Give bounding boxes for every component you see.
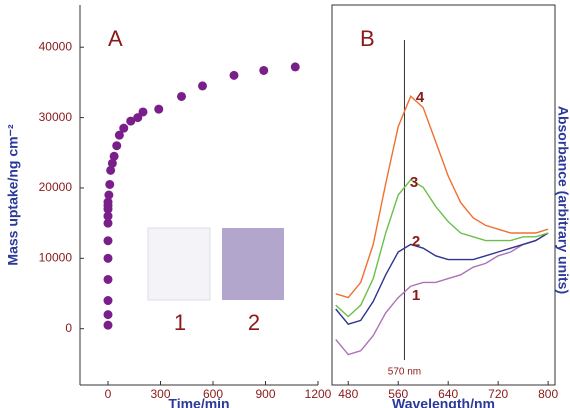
point [104,190,114,200]
x-tick-label: 640 [438,387,458,401]
point [103,211,113,221]
point [259,65,269,75]
point [119,123,129,133]
inset-label: 2 [248,310,260,335]
point [109,151,119,161]
x-tick-label: 1200 [305,387,332,401]
point [106,165,116,175]
inset-image [222,228,284,300]
series-label: 1 [412,287,420,304]
point [229,70,239,80]
point [103,296,113,306]
point [103,253,113,263]
x-tick-label: 480 [338,387,358,401]
point [112,141,122,151]
series-label: 2 [412,233,420,250]
series-line [335,95,549,299]
point [138,107,148,117]
point [177,91,186,101]
series-label: 4 [416,89,425,106]
x-tick-label: 560 [388,387,408,401]
series-line [335,178,549,318]
x-tick-label: 0 [105,387,112,401]
x-tick-label: 800 [538,387,558,401]
point [198,81,207,91]
y-tick-label: 20000 [39,180,73,194]
x-tick-label: 600 [203,387,223,401]
series-line [335,232,549,326]
point [126,116,136,126]
point [103,218,113,228]
y-tick-label: 40000 [39,39,73,53]
series-line [335,232,549,356]
panel-label: A [108,26,123,51]
point [154,104,164,114]
point [103,310,113,320]
point [107,158,117,168]
y-axis-label: Mass uptake/ng cm⁻² [5,124,21,266]
x-tick-label: 300 [150,387,170,401]
point [103,274,113,284]
point [103,236,113,246]
inset-image [147,227,211,301]
y-tick-label: 0 [65,321,72,335]
inset-label: 1 [174,310,186,335]
x-tick-label: 720 [488,387,508,401]
point [103,320,113,330]
point [133,113,143,123]
y-tick-label: 30000 [39,110,73,124]
x-axis-label: Time/min [168,396,229,408]
panel-label: B [360,26,375,51]
reference-label: 570 nm [388,367,421,378]
point [290,62,300,72]
point [103,197,113,207]
point [105,179,115,189]
x-tick-label: 900 [255,387,275,401]
plot-frame [331,4,556,386]
point [114,130,124,140]
y-tick-label: 10000 [39,251,73,265]
series-label: 3 [410,174,418,191]
x-axis-label: Wavelength/nm [392,396,495,408]
y-axis-label: Absorbance (arbitrary units) [555,106,570,294]
